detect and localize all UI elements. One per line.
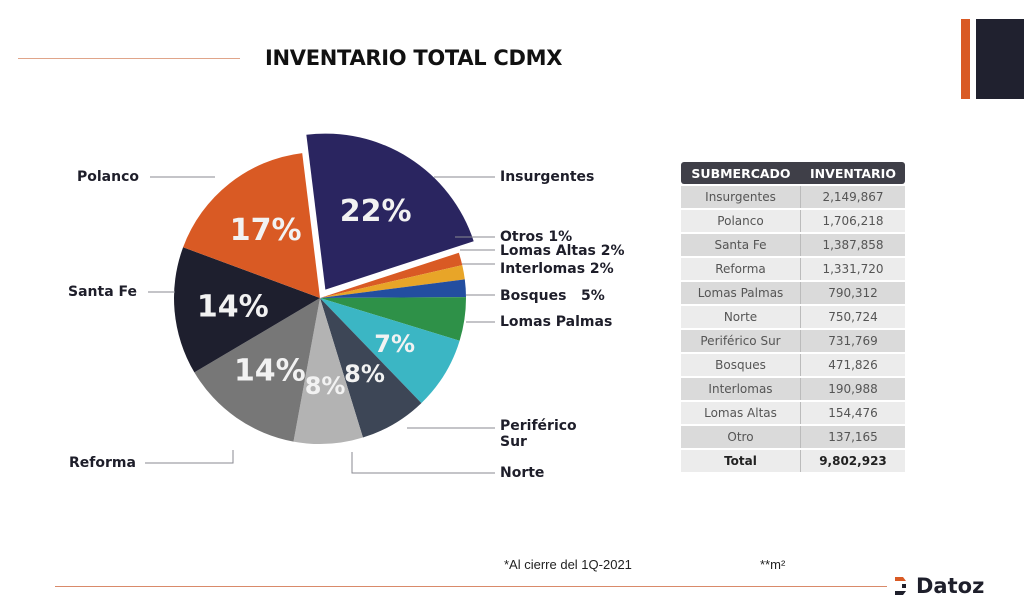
pct-label: 7% xyxy=(374,330,415,358)
datoz-logo-icon xyxy=(895,577,906,595)
cell-inventario: 1,387,858 xyxy=(801,234,905,256)
pct-label: 14% xyxy=(234,353,306,388)
cell-submercado: Santa Fe xyxy=(681,234,801,256)
label-bosques: Bosques 5% xyxy=(500,288,605,304)
table-row: Polanco 1,706,218 xyxy=(681,210,905,232)
cell-inventario: 190,988 xyxy=(801,378,905,400)
pie-slice-norte xyxy=(293,298,363,445)
table-row: Norte 750,724 xyxy=(681,306,905,328)
pie-slice-otros xyxy=(320,252,463,298)
header-submercado: SUBMERCADO xyxy=(681,162,801,184)
label-lomas-altas: Lomas Altas 2% xyxy=(500,243,625,259)
label-interlomas: Interlomas 2% xyxy=(500,261,614,277)
pie-slice-lomas-palmas xyxy=(320,298,460,404)
corner-block xyxy=(976,19,1024,99)
cell-inventario: 790,312 xyxy=(801,282,905,304)
cell-inventario: 137,165 xyxy=(801,426,905,448)
page-title: INVENTARIO TOTAL CDMX xyxy=(265,46,563,70)
table-row: Santa Fe 1,387,858 xyxy=(681,234,905,256)
pie-slice-reforma xyxy=(194,298,320,442)
accent-bar xyxy=(961,19,970,99)
total-value: 9,802,923 xyxy=(801,450,905,472)
cell-submercado: Lomas Palmas xyxy=(681,282,801,304)
label-santa-fe: Santa Fe xyxy=(68,284,138,300)
cell-submercado: Polanco xyxy=(681,210,801,232)
table-row: Otro 137,165 xyxy=(681,426,905,448)
datoz-logo: Datoz xyxy=(893,574,984,598)
cell-submercado: Otro xyxy=(681,426,801,448)
title-rule xyxy=(18,58,240,59)
pct-label: 14% xyxy=(197,289,269,324)
cell-inventario: 471,826 xyxy=(801,354,905,376)
table-total-row: Total 9,802,923 xyxy=(681,450,905,472)
cell-inventario: 731,769 xyxy=(801,330,905,352)
cell-inventario: 154,476 xyxy=(801,402,905,424)
table-row: Interlomas 190,988 xyxy=(681,378,905,400)
footnote-unit: **m² xyxy=(760,557,786,572)
datoz-logo-text: Datoz xyxy=(916,574,985,598)
label-insurgentes: Insurgentes xyxy=(500,169,595,185)
cell-inventario: 750,724 xyxy=(801,306,905,328)
cell-submercado: Bosques xyxy=(681,354,801,376)
leader-reforma xyxy=(145,450,234,464)
header-inventario: INVENTARIO xyxy=(801,162,905,184)
pie-slice-polanco xyxy=(183,153,320,298)
pie-slice-interlomas xyxy=(320,279,466,298)
cell-submercado: Interlomas xyxy=(681,378,801,400)
label-periferico-sur: Periférico Sur xyxy=(500,418,577,450)
pct-label: 8% xyxy=(305,372,346,400)
pie-slice-perif-rico-sur xyxy=(320,298,422,438)
label-lomas-palmas: Lomas Palmas xyxy=(500,314,613,330)
cell-inventario: 2,149,867 xyxy=(801,186,905,208)
footnote-date: *Al cierre del 1Q-2021 xyxy=(504,557,632,572)
table-row: Lomas Palmas 790,312 xyxy=(681,282,905,304)
label-polanco: Polanco xyxy=(77,169,140,185)
table-row: Reforma 1,331,720 xyxy=(681,258,905,280)
cell-submercado: Periférico Sur xyxy=(681,330,801,352)
label-otros: Otros 1% xyxy=(500,229,573,245)
label-reforma: Reforma xyxy=(69,455,136,471)
cell-submercado: Norte xyxy=(681,306,801,328)
pie-slice-bosques xyxy=(320,297,466,341)
inventory-table: SUBMERCADO INVENTARIO Insurgentes 2,149,8… xyxy=(681,160,905,474)
cell-submercado: Reforma xyxy=(681,258,801,280)
cell-inventario: 1,706,218 xyxy=(801,210,905,232)
table-row: Bosques 471,826 xyxy=(681,354,905,376)
pct-label: 17% xyxy=(230,213,302,248)
leader-norte xyxy=(351,452,495,474)
pie-slice-santa-fe xyxy=(174,247,320,373)
table-row: Lomas Altas 154,476 xyxy=(681,402,905,424)
pct-label: 8% xyxy=(344,360,385,388)
pie-slice-lomas-altas xyxy=(320,265,465,298)
pct-label: 22% xyxy=(340,194,412,229)
cell-inventario: 1,331,720 xyxy=(801,258,905,280)
total-label: Total xyxy=(681,450,801,472)
label-norte: Norte xyxy=(500,465,545,481)
table-row: Insurgentes 2,149,867 xyxy=(681,186,905,208)
cell-submercado: Lomas Altas xyxy=(681,402,801,424)
cell-submercado: Insurgentes xyxy=(681,186,801,208)
footer-rule xyxy=(55,586,887,587)
table-row: Periférico Sur 731,769 xyxy=(681,330,905,352)
pie-slice-insurgentes xyxy=(306,133,474,290)
